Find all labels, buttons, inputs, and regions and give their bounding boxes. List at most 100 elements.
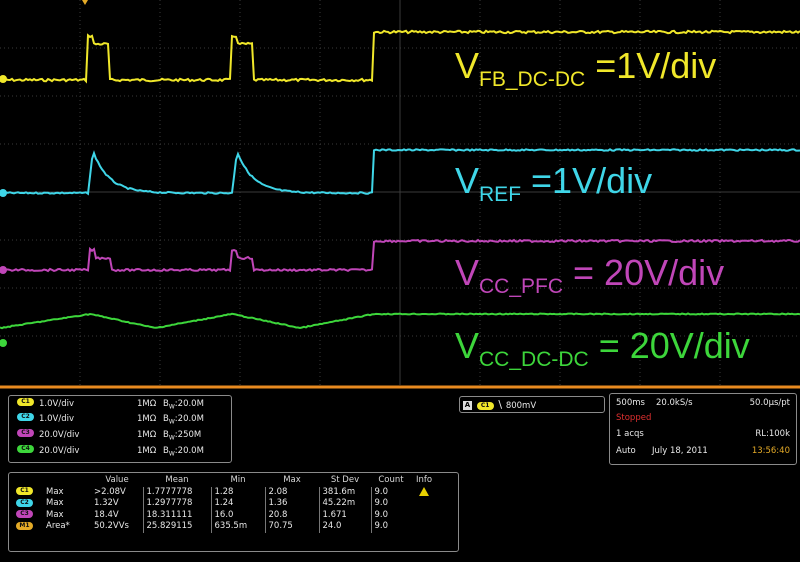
channel-bandwidth: 20.0M xyxy=(177,399,204,409)
bandwidth-indicator: BW:250M xyxy=(163,430,202,442)
timebase: 500ms xyxy=(616,398,645,408)
ch3-ground-marker[interactable] xyxy=(0,266,7,274)
channel-bandwidth: 250M xyxy=(177,430,202,440)
bw-sub: W xyxy=(168,434,175,442)
channel-settings-panel: C1 1.0V/div 1MΩ BW:20.0M C2 1.0V/div 1MΩ… xyxy=(8,395,232,463)
bandwidth-indicator: BW:20.0M xyxy=(163,414,204,426)
measurements-header-row: Value Mean Min Max St Dev Count Info xyxy=(13,475,437,487)
meas-value: 18.4V xyxy=(94,509,119,520)
meas-min: 1.28 xyxy=(210,486,265,498)
meas-max: 70.75 xyxy=(264,521,319,533)
meas-stdev: 45.22m xyxy=(318,498,371,510)
channel-ground-markers xyxy=(0,0,88,347)
measurement-row[interactable]: M1 Area* 50.2VVs 25.829115 635.5m 70.75 … xyxy=(13,521,437,533)
ch2-ground-marker[interactable] xyxy=(0,189,7,197)
channel-bandwidth: 20.0M xyxy=(177,414,204,424)
acquisition-count: 1 acqs xyxy=(616,429,644,439)
header-value: Value xyxy=(105,475,129,485)
trigger-slope-icon: \ xyxy=(498,398,503,411)
trigger-level: 800mV xyxy=(505,401,537,411)
ch4-ground-marker[interactable] xyxy=(0,339,7,347)
bw-prefix: B xyxy=(163,446,169,456)
meas-stdev: 381.6m xyxy=(318,486,371,498)
record-length: RL:100k xyxy=(755,429,790,439)
meas-value: 1.32V xyxy=(94,498,119,508)
trigger-position-marker[interactable] xyxy=(82,0,88,5)
meas-badge-cell: M1 xyxy=(13,521,43,533)
channel-scale: 1.0V/div xyxy=(39,414,74,424)
acquisition-time: 13:56:40 xyxy=(751,446,790,456)
meas-badge-cell: C2 xyxy=(13,498,43,510)
meas-min: 16.0 xyxy=(210,509,265,521)
meas-source-badge: M1 xyxy=(16,521,33,530)
meas-mean: 25.829115 xyxy=(142,521,211,533)
meas-max: 1.36 xyxy=(264,498,319,510)
meas-info xyxy=(411,486,437,499)
channel-badge: C1 xyxy=(17,398,34,406)
acquisition-state: Stopped xyxy=(616,413,652,423)
header-stdev: St Dev xyxy=(330,475,360,485)
measurement-row[interactable]: C2 Max 1.32V 1.2977778 1.24 1.36 45.22m … xyxy=(13,498,437,510)
bw-prefix: B xyxy=(163,414,169,424)
meas-badge-cell: C3 xyxy=(13,510,43,522)
meas-mean: 1.2977778 xyxy=(142,498,211,510)
graticule-grid xyxy=(0,0,800,385)
trigger-panel[interactable]: A C1 \ 800mV xyxy=(459,396,605,413)
header-mean: Mean xyxy=(165,475,189,485)
ch1-waveform xyxy=(0,29,800,84)
meas-info xyxy=(411,498,437,510)
bw-prefix: B xyxy=(163,399,169,409)
bw-prefix: B xyxy=(163,430,169,440)
meas-count: 9.0 xyxy=(370,521,411,533)
trigger-source-badge: C1 xyxy=(476,401,494,410)
header-name xyxy=(43,475,91,487)
annotation-ch3: VCC_PFC = 20V/div xyxy=(455,252,724,298)
meas-count: 9.0 xyxy=(370,498,411,510)
meas-count: 9.0 xyxy=(370,486,411,498)
channel-badge: C3 xyxy=(17,429,34,437)
meas-mean: 1.7777778 xyxy=(142,486,211,498)
meas-count: 9.0 xyxy=(370,509,411,521)
meas-info xyxy=(411,521,437,533)
meas-min: 1.24 xyxy=(210,498,265,510)
meas-value: 50.2VVs xyxy=(94,521,129,531)
bandwidth-indicator: BW:20.0M xyxy=(163,446,204,458)
measurement-row[interactable]: C3 Max 18.4V 18.311111 16.0 20.8 1.671 9… xyxy=(13,509,437,522)
ch4-waveform xyxy=(0,312,800,330)
measurements-panel: Value Mean Min Max St Dev Count Info C1 … xyxy=(8,472,459,552)
meas-stdev: 1.671 xyxy=(318,509,371,521)
meas-mean: 18.311111 xyxy=(142,509,211,521)
meas-max: 2.08 xyxy=(264,486,319,498)
header-info: Info xyxy=(415,475,433,485)
bandwidth-indicator: BW:20.0M xyxy=(163,399,204,411)
meas-stdev: 24.0 xyxy=(318,521,371,533)
warning-icon[interactable] xyxy=(419,486,429,496)
channel-impedance: 1MΩ xyxy=(137,414,157,424)
meas-info xyxy=(411,510,437,522)
meas-name: Area* xyxy=(46,521,70,531)
bw-sub: W xyxy=(168,403,175,411)
measurement-row[interactable]: C1 Max >2.08V 1.7777778 1.28 2.08 381.6m… xyxy=(13,486,437,499)
header-min: Min xyxy=(230,475,246,485)
trigger-mode: A xyxy=(463,401,472,410)
bw-sub: W xyxy=(168,450,175,458)
meas-name: Max xyxy=(46,486,64,497)
meas-max: 20.8 xyxy=(264,509,319,521)
channel-badge: C4 xyxy=(17,445,34,453)
ch2-waveform xyxy=(0,148,800,196)
channel-badge: C2 xyxy=(17,413,34,421)
meas-source-badge: C2 xyxy=(16,498,33,507)
trigger-mode-label: Auto xyxy=(616,446,636,456)
meas-source-badge: C1 xyxy=(16,487,33,495)
channel-impedance: 1MΩ xyxy=(137,446,157,456)
channel-bandwidth: 20.0M xyxy=(177,446,204,456)
annotation-ch4: VCC_DC-DC = 20V/div xyxy=(455,325,750,371)
channel-scale: 20.0V/div xyxy=(39,430,80,440)
ch1-ground-marker[interactable] xyxy=(0,75,7,83)
acquisition-panel[interactable]: 500ms 20.0kS/s 50.0µs/pt Stopped 1 acqs … xyxy=(609,393,797,465)
ch3-waveform xyxy=(0,238,800,273)
channel-impedance: 1MΩ xyxy=(137,430,157,440)
acquisition-date: July 18, 2011 xyxy=(652,446,708,456)
time-per-point: 50.0µs/pt xyxy=(749,398,790,408)
channel-scale: 1.0V/div xyxy=(39,399,74,409)
